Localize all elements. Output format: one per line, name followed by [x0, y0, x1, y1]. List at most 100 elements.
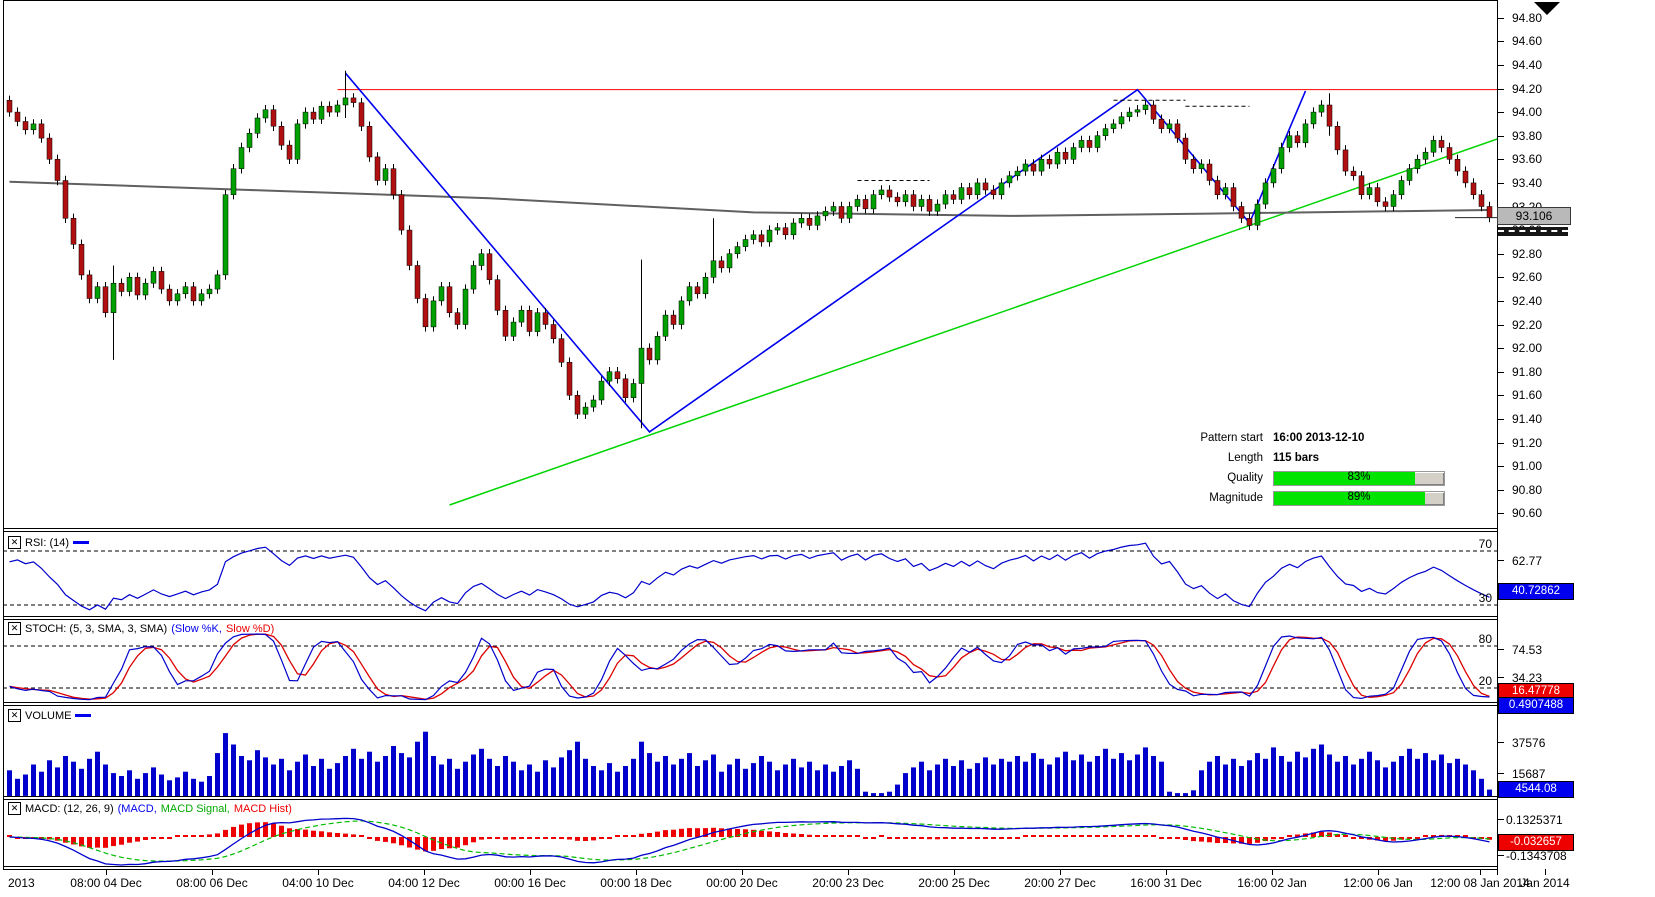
price-axis-tick-label: 92.60 [1512, 270, 1543, 284]
volume-bar [1143, 747, 1148, 796]
macd-hist-bar [703, 828, 708, 837]
macd-hist-value-box: -0.032657 [1498, 834, 1574, 851]
candle-body [318, 105, 325, 120]
macd-hist-bar [631, 835, 636, 837]
volume-bar [735, 758, 740, 796]
macd-hist-bar [1159, 837, 1164, 839]
volume-bar [631, 758, 636, 796]
candle-body [878, 189, 885, 195]
candle-body [494, 279, 501, 311]
candle-body [1214, 180, 1221, 195]
volume-bar [1055, 757, 1060, 796]
stoch-checkbox[interactable] [8, 622, 21, 635]
candle-body [926, 199, 933, 212]
price-axis-tickmark [1497, 18, 1504, 19]
volume-checkbox[interactable] [8, 709, 21, 722]
volume-bar [431, 756, 436, 796]
macd-hist-bar [1215, 837, 1220, 843]
macd-hist-bar [183, 835, 188, 837]
volume-bar [343, 756, 348, 796]
candle-body [62, 180, 69, 219]
volume-bar [1319, 744, 1324, 796]
macd-checkbox[interactable] [8, 802, 21, 815]
price-axis-tick-label: 92.40 [1512, 294, 1543, 308]
price-axis-tickmark [1497, 372, 1504, 373]
candle-body [566, 362, 573, 396]
volume-bar [191, 778, 196, 796]
volume-panel [7, 731, 1492, 796]
volume-bar [1463, 764, 1468, 796]
candle-body [1118, 116, 1125, 125]
volume-bar [1271, 747, 1276, 796]
volume-bar [551, 767, 556, 796]
stoch-slowk-line [9, 633, 1490, 701]
volume-bar [327, 768, 332, 796]
candle-body [1182, 137, 1189, 160]
macd-hist-bar [479, 837, 484, 840]
macd-hist-bar [1119, 835, 1124, 837]
volume-bar [839, 766, 844, 796]
volume-bar [231, 744, 236, 796]
quality-percent-text: 83% [1347, 470, 1371, 483]
macd-hist-bar [575, 837, 580, 841]
macd-hist-bar [7, 835, 12, 837]
volume-bar [1151, 756, 1156, 796]
price-axis-tickmark [1497, 254, 1504, 255]
volume-bar [95, 751, 100, 796]
volume-color-swatch-icon [75, 714, 92, 717]
candle-body [550, 324, 557, 339]
volume-axis-tickmark-2 [1497, 773, 1504, 774]
macd-hist-label: MACD Hist) [233, 802, 292, 815]
candle-body [406, 229, 413, 266]
scroll-to-end-triangle-icon[interactable] [1534, 2, 1560, 15]
volume-bar [79, 768, 84, 796]
volume-bar [1063, 751, 1068, 796]
candle-body [1318, 104, 1325, 113]
candle-body [350, 97, 357, 103]
candle-body [1470, 182, 1477, 195]
panel-divider [3, 702, 1497, 703]
candle-body [1110, 123, 1117, 129]
macd-hist-bar [847, 835, 852, 837]
candle-body [1310, 111, 1317, 125]
macd-hist-bar [455, 837, 460, 848]
macd-panel [7, 817, 1492, 866]
macd-hist-bar [599, 837, 604, 839]
volume-bar [351, 748, 356, 796]
macd-hist-bar [1311, 832, 1316, 837]
macd-hist-bar [359, 835, 364, 837]
candle-body [38, 123, 45, 139]
macd-line [9, 817, 1490, 866]
time-axis-label: 2013 [8, 876, 35, 890]
volume-bar [767, 761, 772, 796]
volume-bar [479, 748, 484, 796]
macd-hist-bar [487, 837, 492, 839]
candle-body [382, 168, 389, 181]
candle-body [430, 300, 437, 328]
candle-body [22, 121, 29, 131]
candle-body [1334, 126, 1341, 151]
price-axis-tick-label: 91.00 [1512, 459, 1543, 473]
rsi-checkbox[interactable] [8, 536, 21, 549]
candle-body [470, 265, 477, 290]
volume-bar [1111, 758, 1116, 796]
stoch-legend-label: STOCH: (5, 3, SMA, 3, SMA) [25, 622, 168, 635]
volume-axis-tickmark-1 [1497, 742, 1504, 743]
volume-bar [263, 757, 268, 796]
volume-bar [1079, 754, 1084, 796]
macd-hist-bar [503, 837, 508, 840]
candle-body [118, 282, 125, 292]
volume-bar [111, 773, 116, 796]
macd-hist-bar [159, 837, 164, 839]
volume-bar [423, 731, 428, 796]
macd-hist-bar [927, 837, 932, 840]
volume-bar [1135, 754, 1140, 796]
candle-body [830, 206, 837, 212]
price-axis-tickmark [1497, 301, 1504, 302]
candle-body [894, 196, 901, 203]
candle-body [342, 97, 349, 106]
panel-divider [3, 799, 1497, 800]
stoch-panel [3, 633, 1497, 701]
time-axis-label: 04:00 12 Dec [388, 876, 460, 890]
candle-body [982, 182, 989, 191]
